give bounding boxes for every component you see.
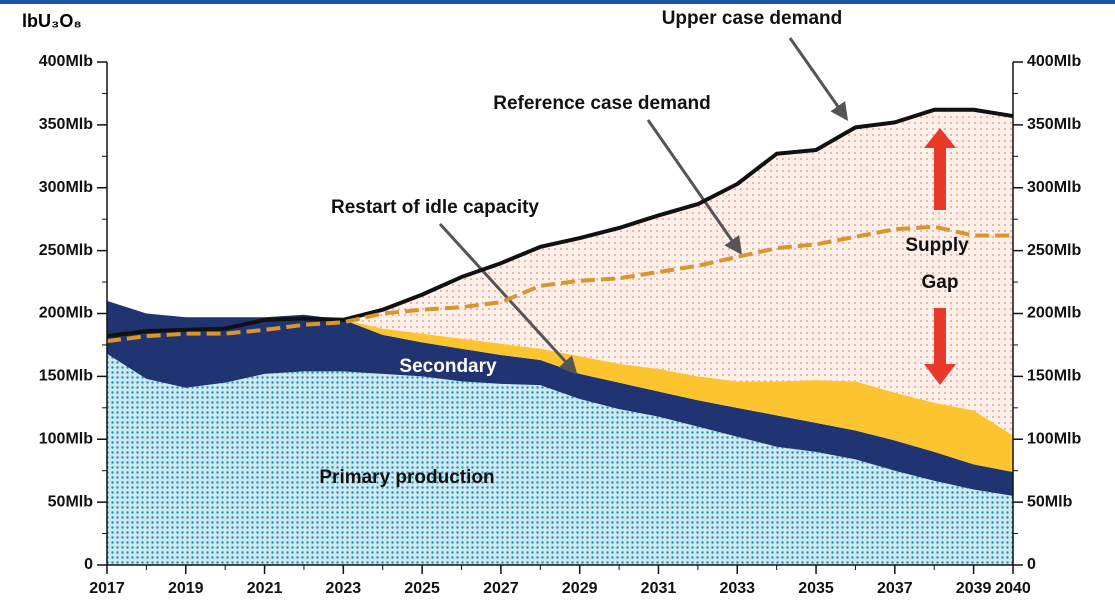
y-tick-label: 50Mlb [48,493,94,510]
y2-tick-label: 200Mlb [1027,305,1081,322]
y2-tick-label: 350Mlb [1027,116,1081,133]
line [106,224,1013,344]
x-tick-label: 2017 [89,580,125,597]
x-tick-label: 2040 [995,580,1031,597]
y-tick-label: 0 [84,556,93,573]
plot-area [107,109,1013,565]
x-tick-label: 2029 [562,580,598,597]
y2-tick-label: 400Mlb [1027,53,1081,70]
y-tick-label: 350Mlb [39,116,93,133]
top-bar [0,0,1115,4]
y2-tick-label: 300Mlb [1027,179,1081,196]
y2-tick-label: 50Mlb [1027,493,1073,510]
y2-tick-label: 250Mlb [1027,242,1081,259]
x-tick-label: 2035 [798,580,834,597]
y-tick-label: 200Mlb [39,305,93,322]
area [107,300,1013,472]
x-tick-label: 2033 [719,580,755,597]
annotation: Secondary [399,356,497,377]
x-tick-label: 2031 [641,580,677,597]
y-tick-label: 300Mlb [39,179,93,196]
annotation: Reference case demand [493,93,711,114]
area [107,353,1013,565]
x-tick-label: 2039 [956,580,992,597]
annotation: Supply [905,235,969,256]
line [106,107,1014,339]
y-tick-label: 150Mlb [39,368,93,385]
x-tick-label: 2021 [247,580,283,597]
gap-arrows [924,128,956,385]
gap-area [107,109,1013,436]
annotation: Gap [922,272,959,293]
y2-tick-label: 150Mlb [1027,368,1081,385]
y2-tick-label: 100Mlb [1027,430,1081,447]
x-tick-label: 2025 [404,580,440,597]
area [107,300,1013,496]
y-tick-label: 250Mlb [39,242,93,259]
y-tick-label: 400Mlb [39,53,93,70]
annotation: Upper case demand [662,8,843,29]
annotation: Restart of idle capacity [331,197,539,218]
x-tick-label: 2037 [877,580,913,597]
x-tick-label: 2023 [326,580,362,597]
y2-tick-label: 0 [1027,556,1036,573]
x-tick-label: 2027 [483,580,519,597]
annotation: Primary production [319,467,494,488]
y-tick-label: 100Mlb [39,430,93,447]
y-axis-label: lbU₃O₈ [22,11,82,31]
x-tick-label: 2019 [168,580,204,597]
